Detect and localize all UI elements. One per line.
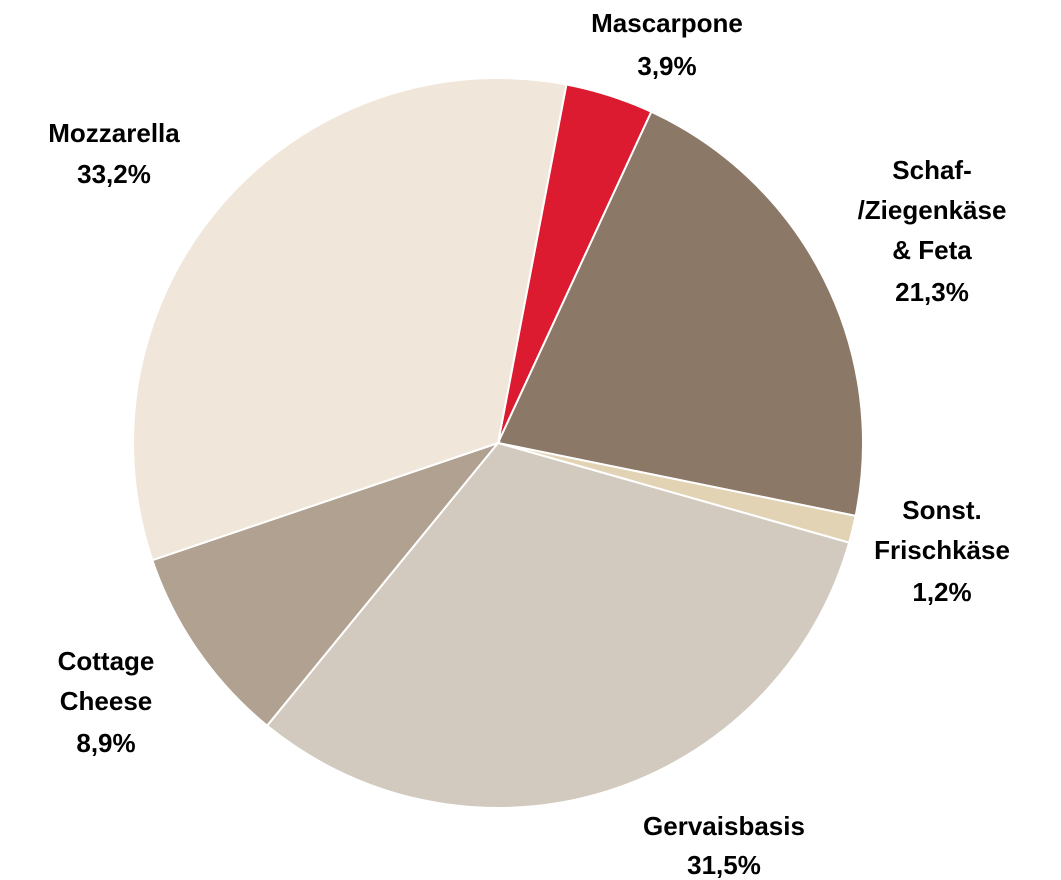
slice-label: /Ziegenkäse (858, 195, 1007, 225)
pie-slice (132, 77, 568, 562)
value-label: 33,2% (77, 159, 151, 189)
pie-slice (265, 441, 851, 809)
value-label: 8,9% (76, 728, 135, 758)
slice-label: Cheese (60, 686, 153, 716)
slice-label: Schaf- (892, 155, 971, 185)
value-label: 1,2% (912, 577, 971, 607)
value-label: 21,3% (895, 277, 969, 307)
slice-label: Mascarpone (591, 8, 743, 38)
pie-slice (496, 110, 864, 518)
slice-label: & Feta (892, 235, 972, 265)
slice-label: Cottage (58, 646, 155, 676)
pie-slice (151, 440, 501, 728)
slice-label: Frischkäse (874, 535, 1010, 565)
slice-label: Sonst. (902, 495, 981, 525)
value-label: 3,9% (637, 51, 696, 81)
value-label: 31,5% (687, 850, 761, 880)
slice-label: Gervaisbasis (643, 811, 805, 841)
slice-label: Mozzarella (48, 118, 180, 148)
